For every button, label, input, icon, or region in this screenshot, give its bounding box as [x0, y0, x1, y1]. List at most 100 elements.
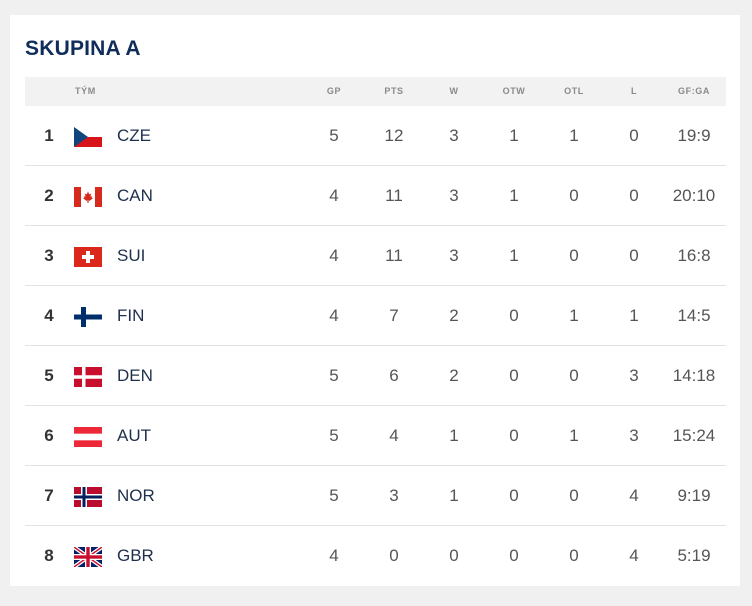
w-value: 3: [449, 126, 459, 145]
table-row[interactable]: 3 SUI 4 11 3 1 0 0 16:8: [25, 226, 726, 286]
pts-value: 11: [385, 186, 403, 205]
gfga-value: 14:5: [677, 306, 711, 325]
cze-flag-icon: [74, 127, 102, 147]
rank: 7: [44, 486, 54, 505]
table-row[interactable]: 2 CAN 4 11 3 1 0 0 20:10: [25, 166, 726, 226]
l-value: 0: [629, 246, 639, 265]
otl-value: 1: [569, 306, 579, 325]
gfga-value: 15:24: [672, 426, 716, 445]
w-value: 0: [449, 546, 459, 565]
w-value: 2: [449, 366, 459, 385]
team-code[interactable]: AUT: [117, 426, 151, 445]
l-value: 4: [629, 486, 639, 505]
rank: 1: [44, 126, 54, 145]
table-row[interactable]: 1 CZE 5 12 3 1 1 0 19:9: [25, 106, 726, 166]
gp-value: 4: [329, 186, 339, 205]
otl-value: 0: [569, 486, 579, 505]
gfga-value: 14:18: [672, 366, 716, 385]
pts-value: 0: [389, 546, 399, 565]
pts-value: 7: [389, 306, 399, 325]
header-w: W: [449, 86, 459, 96]
team-code[interactable]: SUI: [117, 246, 146, 265]
pts-value: 6: [389, 366, 399, 385]
rank: 2: [44, 186, 54, 205]
w-value: 1: [449, 426, 459, 445]
otl-value: 0: [569, 186, 579, 205]
rank: 5: [44, 366, 54, 385]
pts-value: 4: [389, 426, 399, 445]
team-code[interactable]: GBR: [117, 546, 154, 565]
l-value: 1: [629, 306, 639, 325]
gp-value: 5: [329, 486, 339, 505]
gp-value: 4: [329, 246, 339, 265]
otw-value: 0: [509, 306, 519, 325]
pts-value: 12: [384, 126, 404, 145]
gp-value: 4: [329, 306, 339, 325]
header-gfga: GF:GA: [678, 86, 710, 96]
otw-value: 1: [509, 186, 519, 205]
team-code[interactable]: FIN: [117, 306, 145, 325]
rank: 3: [44, 246, 54, 265]
team-code[interactable]: DEN: [117, 366, 153, 385]
gp-value: 5: [329, 426, 339, 445]
header-l: L: [630, 86, 638, 96]
nor-flag-icon: [74, 487, 102, 507]
table-header: TÝM GP PTS W OTW OTL L GF:GA: [25, 77, 726, 106]
fin-flag-icon: [74, 307, 102, 327]
otl-value: 1: [569, 426, 579, 445]
pts-value: 11: [385, 246, 403, 265]
header-gp: GP: [326, 86, 342, 96]
l-value: 4: [629, 546, 639, 565]
header-otw: OTW: [502, 86, 526, 96]
header-team: TÝM: [75, 86, 96, 96]
otl-value: 0: [569, 546, 579, 565]
l-value: 0: [629, 126, 639, 145]
gbr-flag-icon: [74, 547, 102, 567]
table-row[interactable]: 8 GBR 4 0 0 0 0 4 5:19: [25, 526, 726, 586]
gfga-value: 19:9: [677, 126, 711, 145]
otw-value: 0: [509, 366, 519, 385]
otw-value: 0: [509, 486, 519, 505]
table-row[interactable]: 4 FIN 4 7 2 0 1 1 14:5: [25, 286, 726, 346]
team-code[interactable]: NOR: [117, 486, 155, 505]
table-body: 1 CZE 5 12 3 1 1 0 19:9 2: [25, 106, 726, 586]
otw-value: 0: [509, 546, 519, 565]
sui-flag-icon: [74, 247, 102, 267]
l-value: 3: [629, 366, 639, 385]
otw-value: 0: [509, 426, 519, 445]
rank: 8: [44, 546, 54, 565]
otl-value: 0: [569, 366, 579, 385]
otl-value: 1: [569, 126, 579, 145]
standings-card: SKUPINA A TÝM GP PTS W OTW OTL L GF:GA 1…: [10, 15, 740, 586]
header-otl: OTL: [564, 86, 584, 96]
w-value: 3: [449, 186, 459, 205]
table-row[interactable]: 6 AUT 5 4 1 0 1 3 15:24: [25, 406, 726, 466]
gfga-value: 9:19: [677, 486, 711, 505]
can-flag-icon: [74, 187, 102, 207]
otw-value: 1: [509, 126, 519, 145]
gfga-value: 20:10: [672, 186, 716, 205]
rank: 6: [44, 426, 54, 445]
table-row[interactable]: 7 NOR 5 3 1 0 0 4 9:19: [25, 466, 726, 526]
group-title: SKUPINA A: [25, 37, 141, 60]
aut-flag-icon: [74, 427, 102, 447]
rank: 4: [44, 306, 54, 325]
w-value: 2: [449, 306, 459, 325]
header-pts: PTS: [384, 86, 404, 96]
otl-value: 0: [569, 246, 579, 265]
gp-value: 5: [329, 126, 339, 145]
gfga-value: 16:8: [677, 246, 711, 265]
den-flag-icon: [74, 367, 102, 387]
pts-value: 3: [389, 486, 399, 505]
l-value: 0: [629, 186, 639, 205]
otw-value: 1: [509, 246, 519, 265]
w-value: 1: [449, 486, 459, 505]
l-value: 3: [629, 426, 639, 445]
gp-value: 5: [329, 366, 339, 385]
gp-value: 4: [329, 546, 339, 565]
w-value: 3: [449, 246, 459, 265]
gfga-value: 5:19: [677, 546, 711, 565]
team-code[interactable]: CZE: [117, 126, 151, 145]
team-code[interactable]: CAN: [117, 186, 153, 205]
table-row[interactable]: 5 DEN 5 6 2 0 0 3 14:18: [25, 346, 726, 406]
